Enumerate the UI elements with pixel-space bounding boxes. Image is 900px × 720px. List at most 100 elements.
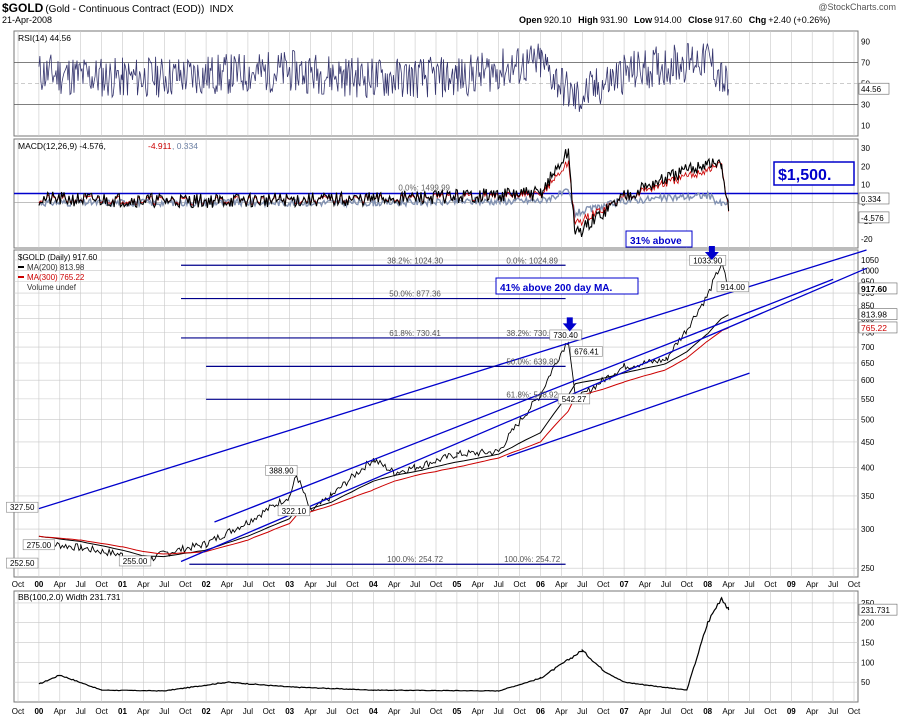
x-tick-label: Oct xyxy=(263,580,276,589)
price-point-box xyxy=(716,281,749,293)
price-axis-tick: 400 xyxy=(861,463,875,472)
instrument-name: (Gold - Continuous Contract (EOD)) xyxy=(45,4,205,15)
x-tick-label: Jul xyxy=(76,580,86,589)
macd-value-box xyxy=(858,192,890,205)
price-point-label: 914.00 xyxy=(721,283,746,292)
x-tick-label-bottom: 08 xyxy=(703,707,712,716)
x-tick-label-bottom: 05 xyxy=(452,707,461,716)
price-axis-tick: 550 xyxy=(861,395,875,404)
price-point-label: 388.90 xyxy=(269,466,294,475)
exchange-label: INDX xyxy=(209,4,234,15)
x-tick-label-bottom: Apr xyxy=(639,707,652,716)
close-value: 917.60 xyxy=(714,15,743,25)
fib-label: 50.0%: 639.80 xyxy=(506,357,558,366)
x-tick-label: Oct xyxy=(430,580,443,589)
price-legend-title: $GOLD (Daily) 917.60 xyxy=(18,253,98,262)
price-point-label: 1033.90 xyxy=(693,256,722,265)
x-tick-label-bottom: 06 xyxy=(536,707,545,716)
x-tick-label: Jul xyxy=(494,580,504,589)
fib-label: 38.2%: 730.68 xyxy=(506,329,558,338)
price-axis-tick: 300 xyxy=(861,525,875,534)
channel-line-1 xyxy=(214,278,834,523)
annotation-above-ma-box xyxy=(495,277,639,295)
x-tick-label: Apr xyxy=(304,580,317,589)
brand-logo: @StockCharts.com xyxy=(818,2,896,12)
legend-ma200: MA(200) 813.98 xyxy=(27,263,85,272)
x-tick-label: Jul xyxy=(577,580,587,589)
x-tick-label-bottom: Jul xyxy=(159,707,169,716)
x-tick-label: 03 xyxy=(285,580,294,589)
fib-label: 0.0%: 1024.89 xyxy=(506,256,558,265)
x-tick-label-bottom: 04 xyxy=(369,707,378,716)
x-tick-label-bottom: Apr xyxy=(54,707,67,716)
x-tick-label-bottom: Jul xyxy=(744,707,754,716)
close-label: Close xyxy=(688,15,713,25)
macd-axis-tick: -20 xyxy=(861,235,873,244)
price-line xyxy=(38,260,729,564)
rsi-label: RSI(14) 44.56 xyxy=(18,33,71,43)
x-tick-label-bottom: Oct xyxy=(513,707,526,716)
x-tick-label-bottom: Apr xyxy=(722,707,735,716)
chart-title: $GOLD (Gold - Continuous Contract (EOD)) … xyxy=(2,1,234,15)
x-tick-label-bottom: 07 xyxy=(620,707,629,716)
price-point-box xyxy=(570,346,603,357)
x-tick-label-bottom: Jul xyxy=(577,707,587,716)
macd-axis-tick: 30 xyxy=(861,144,870,153)
x-tick-label: 06 xyxy=(536,580,545,589)
x-tick-label: Jul xyxy=(828,580,838,589)
low-label: Low xyxy=(634,15,653,25)
x-tick-label-bottom: Apr xyxy=(472,707,485,716)
bb-current-value: 231.731 xyxy=(861,606,890,615)
callout-1500: $1,500. xyxy=(778,167,831,184)
x-tick-label: Oct xyxy=(513,580,526,589)
x-tick-label: Apr xyxy=(639,580,652,589)
x-tick-label-bottom: 09 xyxy=(787,707,796,716)
chart-header: $GOLD (Gold - Continuous Contract (EOD)) … xyxy=(0,0,900,28)
x-tick-label: Oct xyxy=(95,580,108,589)
x-tick-label-bottom: Apr xyxy=(304,707,317,716)
x-tick-label-bottom: 02 xyxy=(202,707,211,716)
rsi-current-box xyxy=(858,82,890,95)
price-axis-tick: 500 xyxy=(861,415,875,424)
x-tick-label: Jul xyxy=(243,580,253,589)
macd-axis-tick: 10 xyxy=(861,180,870,189)
x-tick-label-bottom: 00 xyxy=(34,707,43,716)
x-tick-label: Oct xyxy=(346,580,359,589)
right-value-label: 917.60 xyxy=(861,284,887,294)
x-tick-label-bottom: Oct xyxy=(848,707,861,716)
x-tick-label: Oct xyxy=(681,580,694,589)
fib-label: 38.2%: 1024.30 xyxy=(387,256,444,265)
fib-label: 100.0%: 254.72 xyxy=(504,555,561,564)
bb-width-line xyxy=(38,596,730,692)
x-tick-label-bottom: Apr xyxy=(221,707,234,716)
x-tick-label-bottom: Jul xyxy=(76,707,86,716)
chart-date: 21-Apr-2008 xyxy=(2,15,53,25)
price-point-label: 676.41 xyxy=(574,347,599,356)
right-value-box xyxy=(858,308,898,320)
macd-fib-label: 0.0%: 1499.99 xyxy=(398,184,450,193)
x-tick-label: Oct xyxy=(179,580,192,589)
price-axis-tick: 950 xyxy=(861,277,875,286)
channel-line-3 xyxy=(506,372,750,458)
x-tick-label-bottom: Jul xyxy=(410,707,420,716)
bb-current-box xyxy=(858,603,898,616)
x-tick-label: 01 xyxy=(118,580,127,589)
price-axis-tick: 1050 xyxy=(861,256,879,265)
x-tick-label: 04 xyxy=(369,580,378,589)
legend-volume: Volume undef xyxy=(27,283,77,292)
down-arrow-2006 xyxy=(562,317,577,332)
annotation-above-ma: 41% above 200 day MA. xyxy=(500,283,612,294)
price-point-label: 255.00 xyxy=(123,557,148,566)
x-tick-label-bottom: Jul xyxy=(828,707,838,716)
x-tick-label: Apr xyxy=(472,580,485,589)
macd-current-value: 0.334 xyxy=(861,195,882,204)
rsi-axis-tick: 10 xyxy=(861,122,870,131)
low-value: 914.00 xyxy=(654,15,682,25)
x-tick-label: Apr xyxy=(555,580,568,589)
bb-axis-tick: 150 xyxy=(861,639,875,648)
fib-label: 100.0%: 254.72 xyxy=(387,555,444,564)
x-tick-label: Apr xyxy=(54,580,67,589)
x-tick-label: Jul xyxy=(159,580,169,589)
x-tick-label: Oct xyxy=(12,580,25,589)
rsi-axis-tick: 70 xyxy=(861,59,870,68)
